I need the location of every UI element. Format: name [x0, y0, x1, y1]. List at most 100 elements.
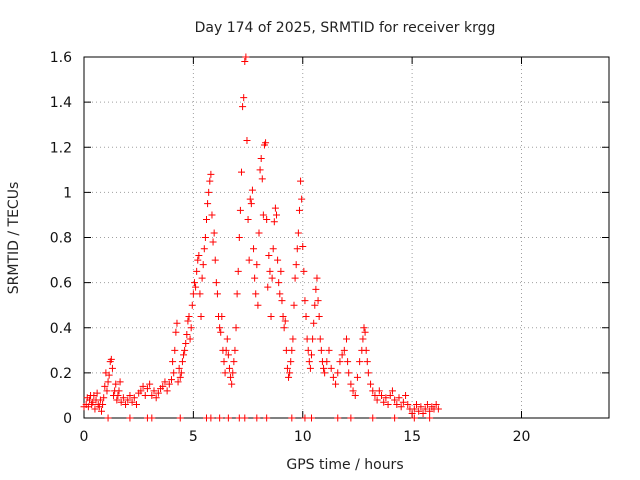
data-point	[224, 414, 232, 422]
data-point	[107, 355, 115, 363]
data-point	[216, 324, 224, 332]
data-point	[413, 400, 420, 408]
data-point	[349, 387, 357, 395]
data-point	[334, 414, 342, 422]
x-tick-label: 0	[80, 429, 89, 445]
data-point	[417, 403, 425, 411]
data-point	[361, 328, 369, 336]
data-point	[313, 274, 321, 282]
data-point	[281, 317, 289, 325]
data-point	[253, 261, 261, 269]
data-point	[171, 346, 179, 354]
data-point	[273, 211, 280, 219]
data-point	[124, 396, 132, 404]
data-point	[419, 409, 427, 417]
data-point	[316, 335, 324, 343]
data-point	[369, 414, 377, 422]
data-point	[208, 211, 216, 219]
data-point	[168, 376, 175, 384]
data-point	[99, 400, 107, 408]
data-point	[255, 229, 263, 237]
data-point	[172, 328, 180, 336]
data-point	[213, 290, 221, 298]
x-tick-label: 10	[294, 429, 312, 445]
data-point	[178, 358, 186, 366]
data-point	[201, 234, 209, 241]
data-point	[233, 290, 241, 298]
data-point	[382, 394, 390, 402]
data-point	[415, 407, 423, 415]
data-point	[257, 155, 265, 163]
data-point	[238, 168, 245, 176]
y-tick-label: 0.4	[50, 321, 72, 337]
data-point	[285, 373, 293, 381]
data-point	[169, 358, 177, 366]
data-point	[432, 400, 440, 408]
data-point	[116, 378, 124, 386]
data-point	[159, 382, 167, 390]
data-point	[338, 351, 346, 359]
data-point	[154, 389, 162, 397]
data-point	[239, 103, 247, 111]
data-point	[221, 369, 229, 377]
data-point	[262, 139, 270, 147]
data-point	[386, 391, 394, 399]
data-point	[332, 380, 340, 388]
axis-ticks	[83, 56, 609, 419]
data-point	[231, 346, 239, 354]
data-point	[103, 387, 111, 395]
data-point	[139, 382, 147, 390]
data-point	[244, 215, 252, 223]
data-point	[234, 267, 242, 275]
data-point	[271, 204, 279, 212]
data-point	[216, 414, 224, 422]
data-point	[141, 391, 149, 399]
data-point	[104, 414, 112, 422]
data-point	[128, 398, 136, 406]
data-point	[241, 58, 249, 66]
data-point	[229, 369, 237, 377]
data-point	[186, 335, 194, 343]
x-tick-labels: 0 5 10 15 20	[80, 429, 531, 445]
data-point	[126, 414, 134, 422]
data-point	[399, 398, 407, 406]
data-point	[91, 405, 99, 413]
data-point	[113, 396, 121, 404]
x-axis-label: GPS time / hours	[286, 457, 403, 473]
data-point	[209, 238, 217, 246]
data-point	[207, 414, 215, 422]
data-point	[310, 319, 318, 327]
grid-lines	[84, 57, 609, 418]
data-point	[302, 312, 310, 320]
data-point	[137, 387, 145, 395]
data-point	[298, 195, 306, 203]
data-point	[218, 312, 226, 320]
data-point	[225, 364, 233, 372]
data-point	[360, 324, 368, 332]
data-point	[175, 364, 183, 372]
y-tick-label: 1.2	[50, 140, 72, 156]
data-point	[263, 215, 271, 223]
data-point	[220, 358, 228, 366]
data-point	[247, 200, 255, 208]
data-point	[309, 335, 317, 343]
data-point	[187, 324, 195, 332]
data-point	[93, 389, 101, 397]
data-point	[404, 400, 412, 408]
data-point	[203, 215, 210, 223]
data-point	[353, 373, 361, 381]
data-point	[314, 297, 322, 305]
data-point	[299, 243, 307, 251]
data-point	[362, 346, 370, 354]
data-point	[300, 267, 308, 275]
data-point	[336, 358, 344, 366]
data-point	[276, 290, 284, 298]
data-point	[176, 373, 184, 381]
data-point	[267, 312, 275, 320]
data-point	[426, 407, 434, 415]
data-point	[115, 387, 123, 395]
data-point	[288, 346, 296, 354]
data-point	[371, 391, 379, 399]
data-point	[243, 136, 251, 144]
data-point	[305, 358, 313, 366]
